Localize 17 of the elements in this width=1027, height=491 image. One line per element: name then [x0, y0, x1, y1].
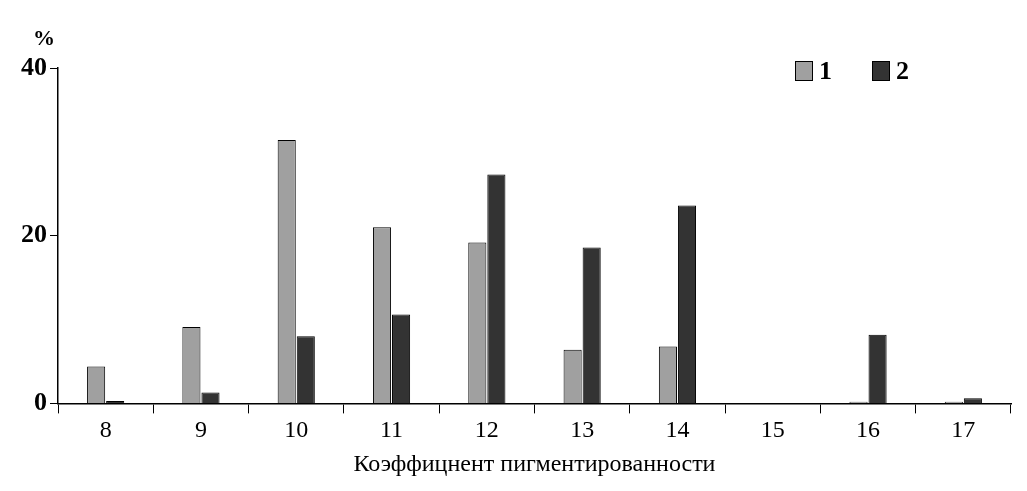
legend-label: 1	[819, 56, 832, 86]
x-tick-label: 14	[665, 416, 690, 443]
y-axis-title: %	[33, 24, 55, 50]
legend-label: 2	[896, 56, 909, 86]
y-tick-label: 0	[34, 387, 47, 417]
x-tick-label: 9	[194, 416, 207, 443]
x-tick-label: 13	[570, 416, 595, 443]
x-tick-label: 15	[760, 416, 785, 443]
x-tick-label: 16	[856, 416, 881, 443]
x-tick-label: 10	[284, 416, 309, 443]
x-tick-label: 11	[380, 416, 404, 443]
x-axis-title: Коэффицнент пигментированности	[353, 449, 716, 476]
x-tick-label: 17	[951, 416, 976, 443]
y-tick-label: 20	[21, 219, 47, 249]
x-tick-label: 12	[474, 416, 499, 443]
y-tick-label: 40	[21, 51, 47, 81]
x-tick-label: 8	[99, 416, 112, 443]
